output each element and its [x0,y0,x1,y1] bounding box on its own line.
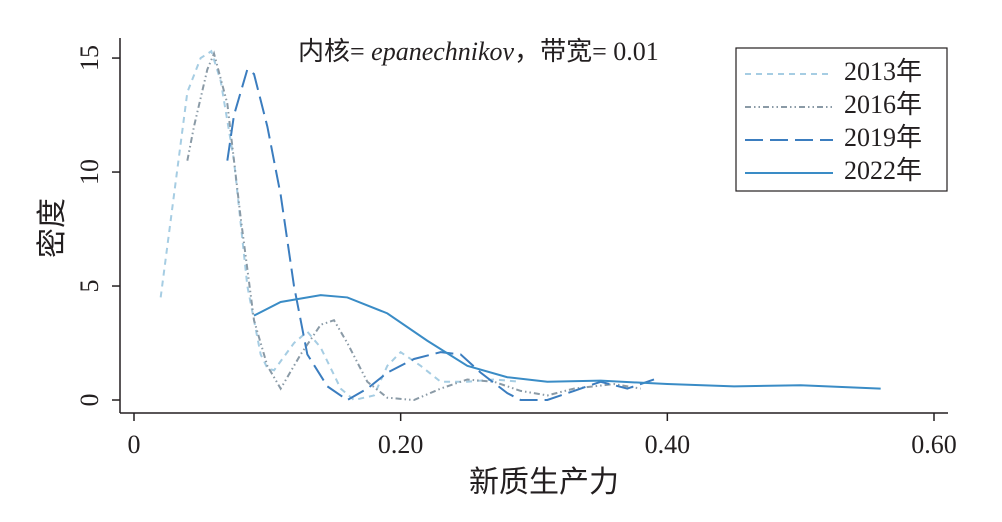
x-tick-label: 0.20 [378,430,424,459]
legend-label: 2016年 [844,90,922,119]
series-line [159,49,521,402]
legend-label: 2022年 [844,156,922,185]
series-line [226,67,655,402]
series-line [253,294,881,390]
series-line [186,50,641,402]
annotation: 内核= epanechnikov，带宽= 0.01 [298,37,659,66]
x-tick-label: 0 [128,430,141,459]
x-tick-label: 0.40 [645,430,691,459]
x-tick-label: 0.60 [911,430,957,459]
legend-label: 2013年 [844,57,922,86]
annotation-prefix: 内核= [298,37,371,66]
y-axis-label: 密度 [36,198,69,258]
annotation-suffix: ，带宽= 0.01 [514,37,659,66]
x-axis-label: 新质生产力 [469,466,619,499]
annotation-kernel: epanechnikov [371,37,514,66]
y-tick-label: 10 [75,159,104,185]
y-tick-label: 15 [75,45,104,71]
y-tick-label: 0 [75,394,104,407]
legend [735,47,948,192]
y-tick-label: 5 [75,280,104,293]
legend-label: 2019年 [844,123,922,152]
